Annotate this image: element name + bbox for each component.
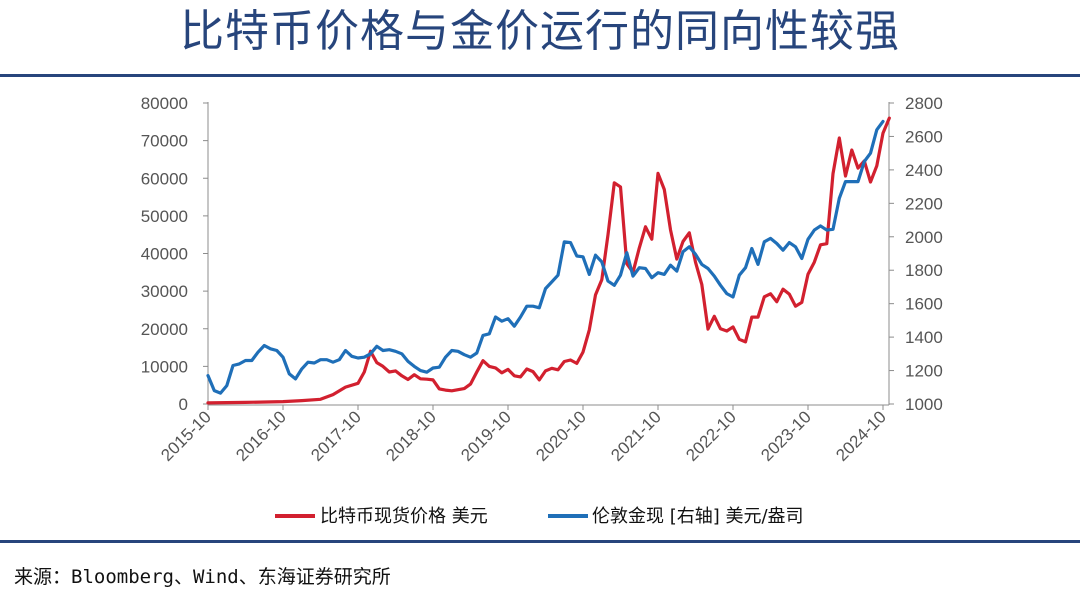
chart-legend: 比特币现货价格 美元 伦敦金现 [右轴] 美元/盎司 xyxy=(275,506,804,527)
right-tick-label: 2000 xyxy=(905,228,943,247)
title-divider xyxy=(0,74,1080,77)
footer-divider xyxy=(0,540,1080,543)
left-tick-label: 60000 xyxy=(141,169,188,188)
x-tick-label: 2015-10 xyxy=(157,407,215,465)
x-tick-label: 2021-10 xyxy=(607,407,665,465)
left-tick-label: 20000 xyxy=(141,320,188,339)
bitcoin-price-line xyxy=(206,116,891,405)
left-tick-label: 40000 xyxy=(141,245,188,264)
right-tick-label: 1800 xyxy=(905,261,943,280)
x-tick-label: 2024-10 xyxy=(832,407,890,465)
legend-label-gold: 伦敦金现 [右轴] 美元/盎司 xyxy=(592,506,804,527)
right-tick-label: 2600 xyxy=(905,127,943,146)
left-tick-label: 0 xyxy=(179,395,188,414)
gold-price-line xyxy=(206,119,885,395)
x-tick-label: 2017-10 xyxy=(307,407,365,465)
x-tick-label: 2023-10 xyxy=(757,407,815,465)
chart-title: 比特币价格与金价运行的同向性较强 xyxy=(180,6,900,57)
x-tick-label: 2018-10 xyxy=(382,407,440,465)
x-tick-label: 2019-10 xyxy=(457,407,515,465)
left-tick-label: 30000 xyxy=(141,282,188,301)
left-tick-label: 80000 xyxy=(141,94,188,113)
left-tick-label: 70000 xyxy=(141,132,188,151)
source-note: 来源：Bloomberg、Wind、东海证券研究所 xyxy=(14,566,391,588)
x-tick-label: 2022-10 xyxy=(682,407,740,465)
right-tick-label: 1600 xyxy=(905,295,943,314)
left-tick-label: 50000 xyxy=(141,207,188,226)
x-tick-label: 2020-10 xyxy=(532,407,590,465)
right-tick-label: 2200 xyxy=(905,194,943,213)
legend-label-bitcoin: 比特币现货价格 美元 xyxy=(320,506,488,527)
chart-axes: 0 10000 20000 30000 40000 50000 60000 70000 8000… xyxy=(141,94,943,465)
right-tick-label: 1200 xyxy=(905,362,943,381)
right-tick-label: 2400 xyxy=(905,161,943,180)
left-tick-label: 10000 xyxy=(141,357,188,376)
chart-series-layer xyxy=(206,116,891,405)
right-tick-label: 1000 xyxy=(905,395,943,414)
x-tick-label: 2016-10 xyxy=(232,407,290,465)
right-tick-label: 1400 xyxy=(905,328,943,347)
right-tick-label: 2800 xyxy=(905,94,943,113)
